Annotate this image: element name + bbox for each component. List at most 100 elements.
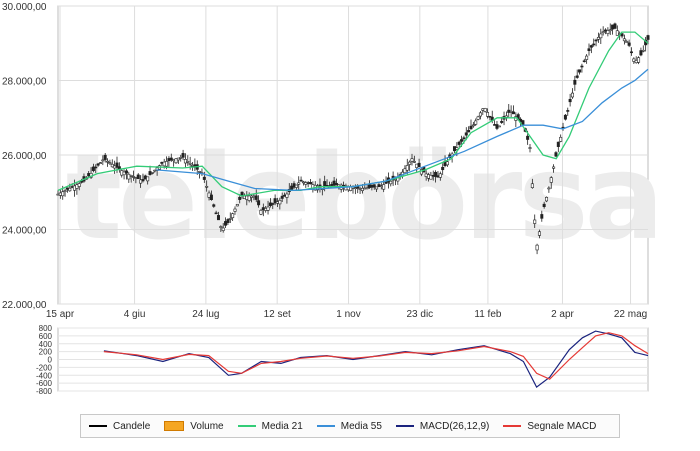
candle-body	[342, 184, 346, 187]
macd-y-tick-label: -800	[36, 387, 53, 396]
legend-item-volume[interactable]: Volume	[164, 420, 224, 432]
candle-body	[478, 112, 482, 117]
x-tick-label: 4 giu	[124, 309, 146, 320]
candle-body	[271, 203, 275, 205]
candle-body	[257, 200, 261, 206]
candle-body	[535, 244, 539, 251]
candle-body	[481, 108, 485, 111]
series-line-media-55	[156, 68, 649, 192]
candle-body	[309, 182, 313, 185]
candle-body	[127, 173, 131, 180]
candle-body	[231, 213, 235, 219]
candle-body	[174, 158, 178, 164]
legend-item-macd[interactable]: MACD(26,12,9)	[395, 421, 489, 432]
candle-body	[73, 185, 77, 191]
candle-body	[209, 194, 213, 200]
candle-body	[61, 191, 65, 197]
candle-body	[639, 50, 643, 56]
legend-swatch-media-21	[237, 425, 256, 427]
candle-body	[389, 180, 393, 185]
x-tick-label: 2 apr	[551, 309, 574, 320]
candle-body	[604, 29, 608, 32]
candle-body	[261, 207, 265, 210]
candle-body	[186, 161, 190, 163]
candle-body	[594, 39, 598, 42]
candle-body	[424, 173, 428, 177]
candle-body	[233, 208, 237, 212]
legend-item-segnale-macd[interactable]: Segnale MACD	[503, 421, 596, 432]
candle-body	[221, 227, 225, 231]
candle-body	[511, 111, 515, 115]
x-tick-label: 24 lug	[192, 309, 219, 320]
candle-body	[474, 120, 478, 125]
candle-body	[250, 195, 254, 198]
candle-body	[98, 162, 102, 164]
candle-body	[566, 110, 570, 112]
legend-item-media-21[interactable]: Media 21	[237, 421, 303, 432]
candle-body	[266, 206, 270, 211]
candle-body	[570, 92, 574, 98]
candle-body	[412, 161, 416, 163]
candle-body	[110, 163, 114, 168]
legend-label-volume: Volume	[190, 420, 224, 432]
candle-body	[353, 187, 357, 190]
candle-body	[139, 179, 143, 184]
candle-body	[129, 175, 133, 177]
macd-line-segnale-macd	[103, 332, 649, 380]
legend-item-media-55[interactable]: Media 55	[316, 421, 382, 432]
candle-body	[408, 161, 412, 165]
candle-body	[323, 181, 327, 187]
macd-y-tick-label: -400	[36, 371, 53, 380]
x-tick-label: 15 apr	[46, 309, 75, 320]
candle-body	[330, 184, 334, 186]
candle-body	[592, 43, 596, 46]
candle-body	[504, 115, 508, 118]
candle-body	[160, 161, 164, 164]
candle-body	[132, 176, 136, 178]
candle-body	[56, 193, 60, 196]
candle-body	[169, 157, 173, 161]
candle-body	[582, 60, 586, 63]
candle-body	[216, 215, 220, 221]
macd-y-tick-label: 600	[39, 332, 53, 341]
candle-body	[275, 201, 279, 204]
candle-body	[103, 154, 107, 160]
candle-body	[441, 166, 445, 171]
candle-body	[198, 171, 202, 173]
candle-body	[431, 175, 435, 177]
x-tick-label: 12 set	[264, 309, 291, 320]
candle-body	[526, 135, 530, 140]
candle-body	[467, 129, 471, 133]
candle-body	[242, 195, 246, 199]
candle-body	[94, 166, 98, 169]
candle-body	[285, 193, 289, 198]
candle-body	[469, 125, 473, 130]
candle-body	[268, 202, 272, 206]
candle-body	[77, 183, 81, 187]
candle-body	[500, 120, 504, 123]
candle-body	[611, 24, 615, 30]
legend-item-candele[interactable]: Candele	[89, 421, 150, 432]
legend-swatch-media-55	[316, 425, 335, 427]
candle-body	[455, 147, 459, 150]
candle-body	[464, 132, 468, 136]
candle-body	[575, 75, 579, 78]
candle-body	[106, 160, 110, 163]
candle-body	[179, 157, 183, 159]
candle-body	[75, 184, 79, 189]
candle-body	[632, 58, 636, 62]
candle-body	[568, 98, 572, 103]
candle-body	[403, 168, 407, 174]
candle-body	[493, 124, 497, 126]
candle-body	[360, 187, 364, 191]
candle-body	[176, 157, 180, 161]
candle-body	[641, 49, 645, 52]
legend-label-segnale-macd: Segnale MACD	[527, 420, 597, 432]
candle-body	[306, 182, 310, 184]
candle-body	[471, 124, 475, 127]
candle-body	[252, 195, 256, 198]
candle-body	[613, 23, 617, 29]
candle-body	[625, 41, 629, 43]
candle-body	[417, 162, 421, 168]
candle-body	[143, 175, 147, 180]
